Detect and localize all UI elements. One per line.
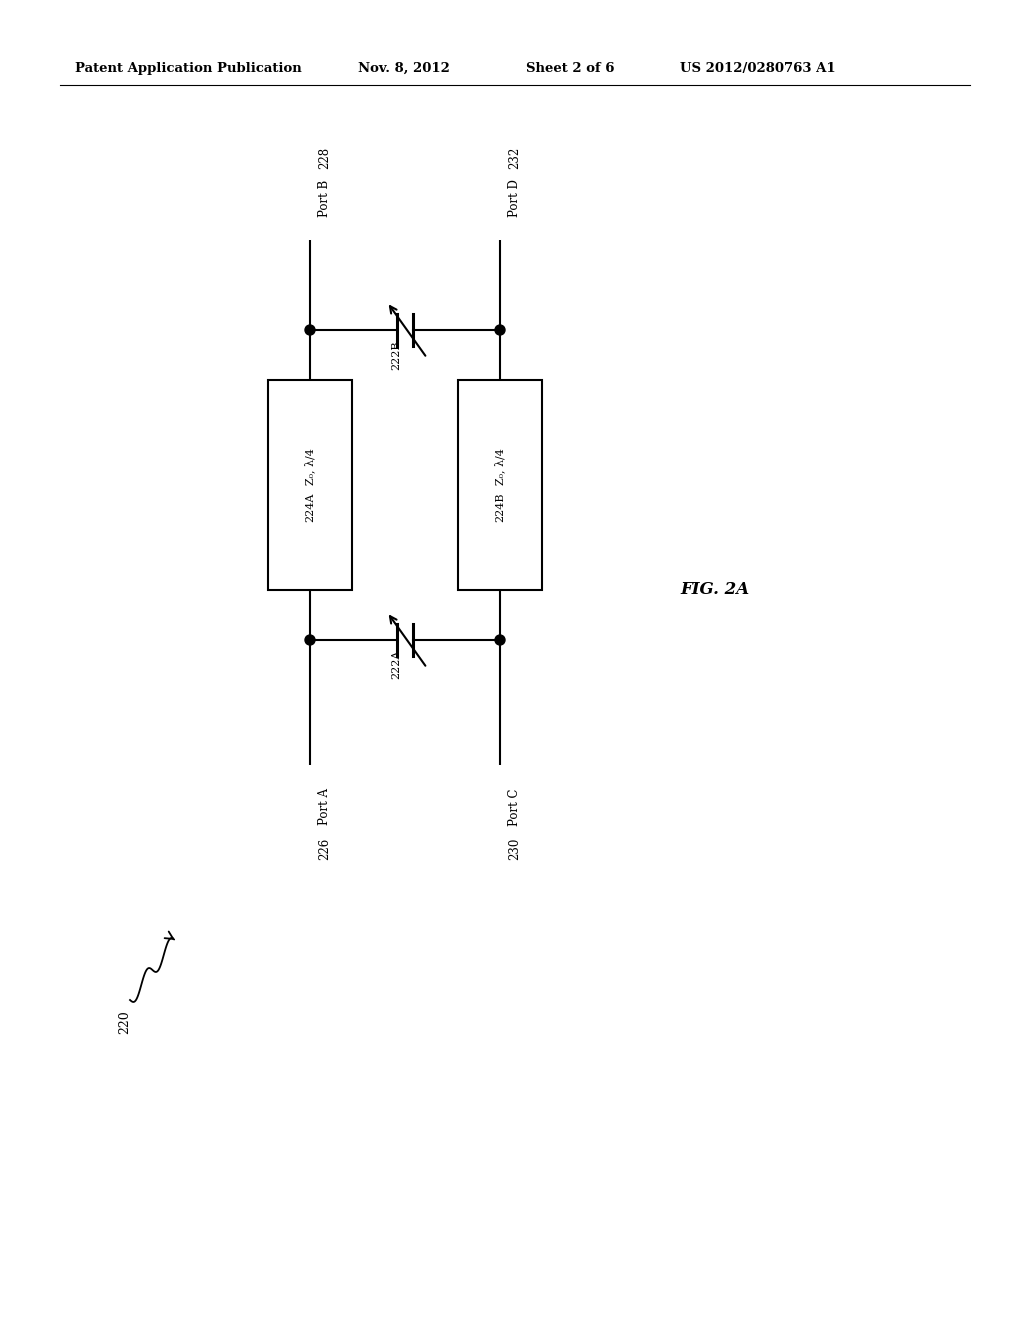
Bar (458, 380, 542, 590)
Text: Nov. 8, 2012: Nov. 8, 2012 (358, 62, 450, 75)
Circle shape (490, 766, 509, 784)
Text: FIG. 2A: FIG. 2A (680, 582, 750, 598)
Text: 220: 220 (118, 1010, 131, 1034)
Text: 230: 230 (508, 838, 521, 861)
Text: Z₀, λ/4: Z₀, λ/4 (495, 449, 506, 486)
Circle shape (301, 220, 319, 239)
Circle shape (305, 325, 315, 335)
Text: Patent Application Publication: Patent Application Publication (75, 62, 302, 75)
Text: US 2012/0280763 A1: US 2012/0280763 A1 (680, 62, 836, 75)
Text: Sheet 2 of 6: Sheet 2 of 6 (526, 62, 614, 75)
Circle shape (305, 635, 315, 645)
Text: 222B: 222B (391, 341, 401, 370)
Text: 224A: 224A (305, 492, 315, 521)
Circle shape (495, 635, 505, 645)
Text: Port A: Port A (318, 788, 331, 825)
Text: Port B: Port B (318, 180, 331, 216)
Text: Port D: Port D (508, 180, 521, 216)
Text: 226: 226 (318, 838, 331, 861)
Text: 222A: 222A (391, 649, 401, 680)
Circle shape (301, 766, 319, 784)
Circle shape (495, 325, 505, 335)
Bar (268, 380, 352, 590)
Text: Port C: Port C (508, 788, 521, 825)
Text: 224B: 224B (495, 492, 505, 521)
Circle shape (490, 220, 509, 239)
Text: 232: 232 (508, 147, 521, 169)
Text: Z₀, λ/4: Z₀, λ/4 (304, 449, 315, 486)
Text: 228: 228 (318, 147, 331, 169)
